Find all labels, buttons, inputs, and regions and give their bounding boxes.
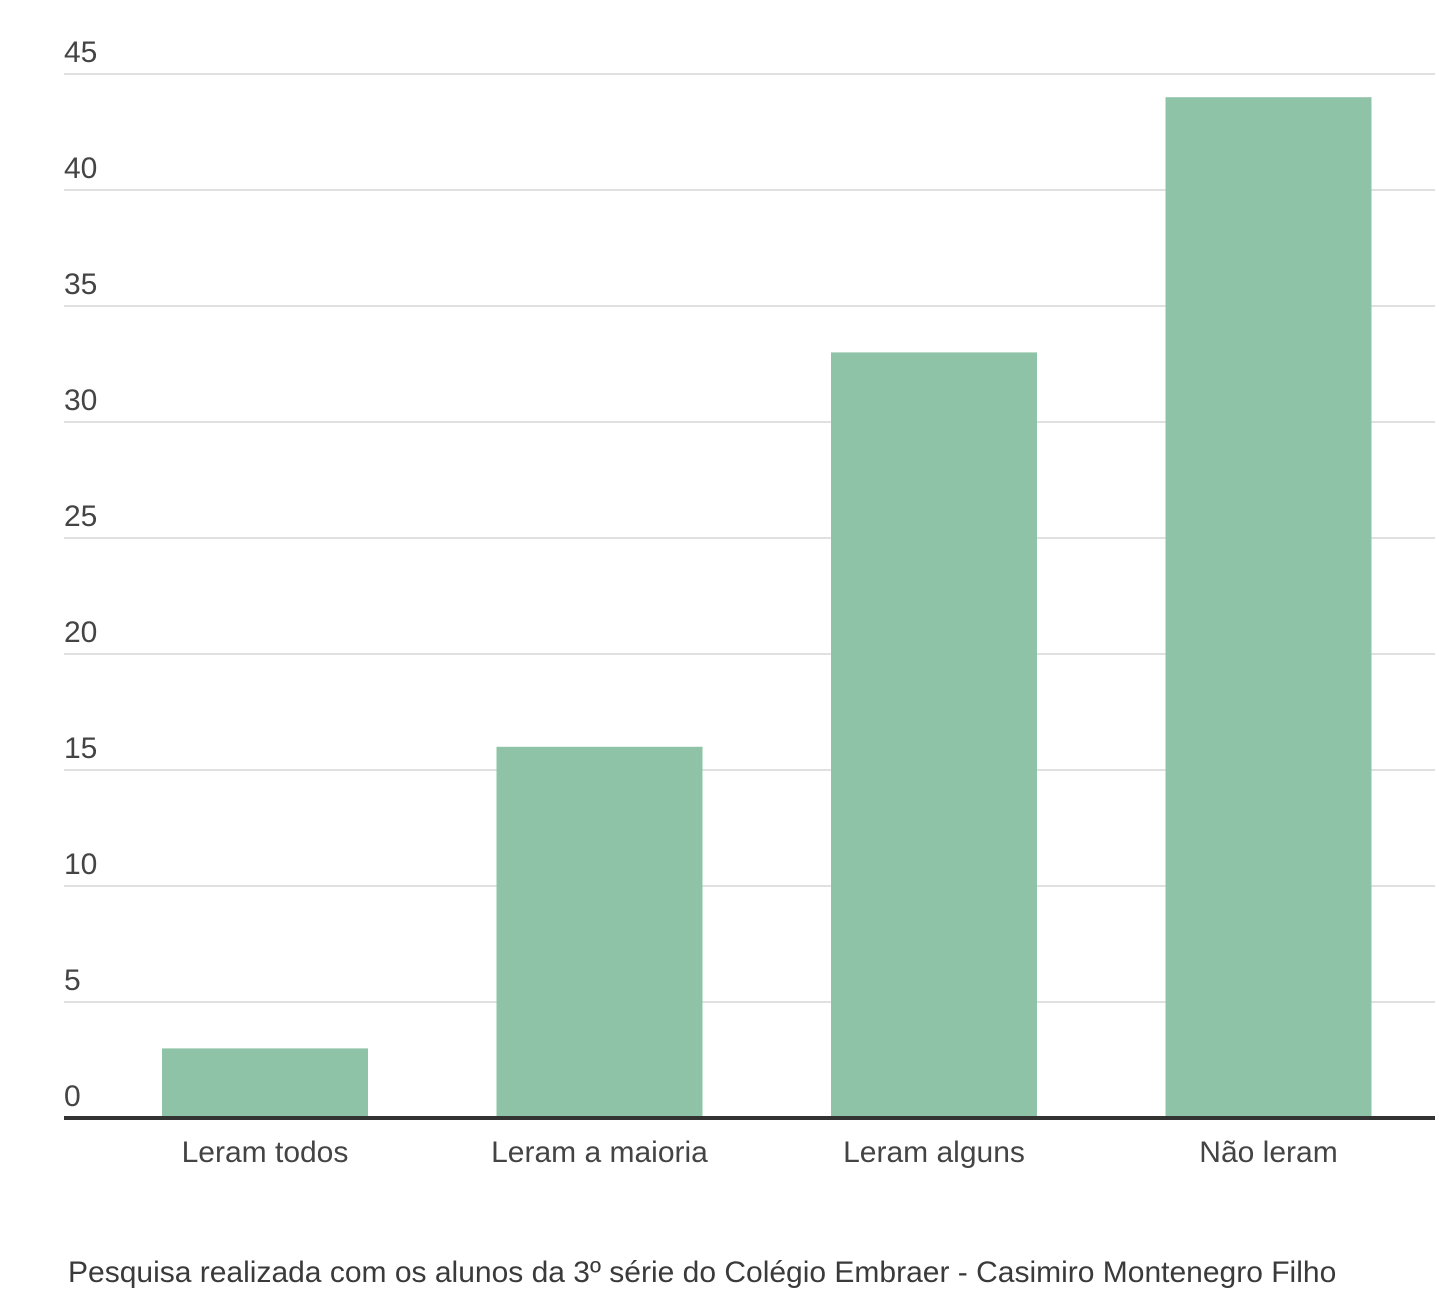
x-category-label: Leram a maioria	[491, 1136, 708, 1169]
x-category-label: Leram todos	[182, 1136, 349, 1169]
y-tick-label: 45	[64, 36, 97, 69]
bars	[162, 97, 1372, 1118]
bar-n-o-leram	[1165, 97, 1372, 1118]
x-category-label: Leram alguns	[843, 1136, 1025, 1169]
x-axis-labels: Leram todos Leram a maioria Leram alguns Nã…	[182, 1136, 1338, 1169]
bar-leram-a-maioria	[496, 746, 703, 1118]
y-tick-label: 10	[64, 848, 97, 881]
gridlines	[64, 73, 1435, 1003]
y-tick-label: 30	[64, 384, 97, 417]
y-tick-label: 15	[64, 732, 97, 765]
y-tick-label: 25	[64, 500, 97, 533]
x-category-label: Não leram	[1199, 1136, 1337, 1169]
y-tick-label: 40	[64, 152, 97, 185]
bar-leram-alguns	[831, 352, 1037, 1118]
y-tick-label: 0	[64, 1080, 81, 1113]
bar-leram-todos	[162, 1048, 368, 1118]
chart-caption: Pesquisa realizada com os alunos da 3º s…	[68, 1256, 1336, 1289]
y-tick-label: 20	[64, 616, 97, 649]
y-axis-ticks: 0 5 10 15 20 25 30 35 40 45	[64, 36, 97, 1113]
y-tick-label: 35	[64, 268, 97, 301]
y-tick-label: 5	[64, 964, 81, 997]
